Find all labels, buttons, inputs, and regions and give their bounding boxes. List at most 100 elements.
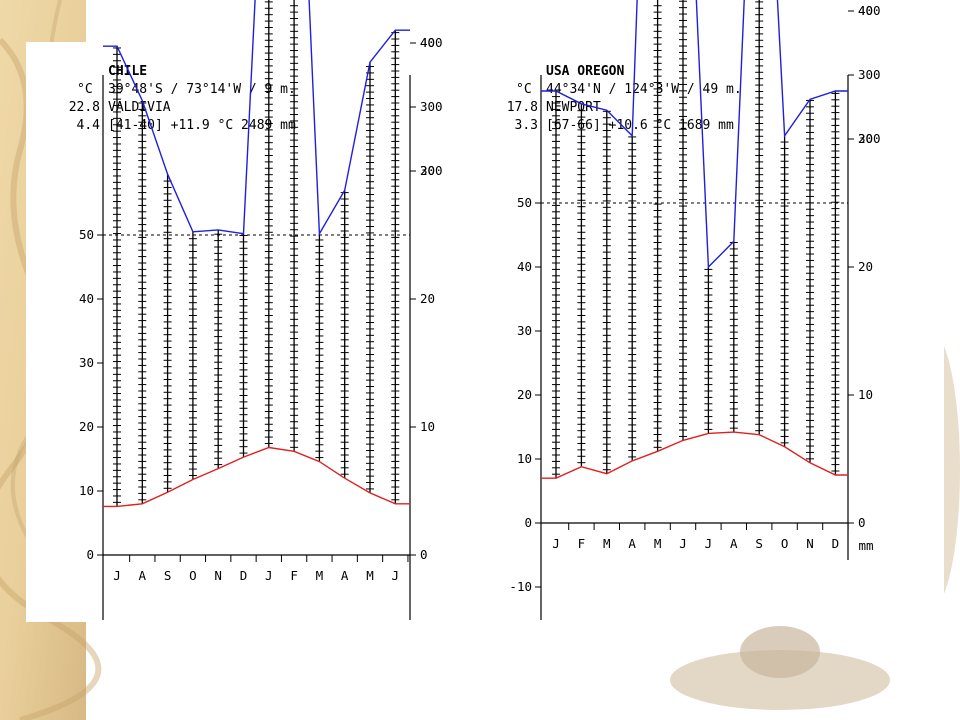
- month-label: O: [781, 536, 789, 551]
- left-tick-label: 50: [79, 227, 94, 242]
- month-label: M: [316, 568, 324, 583]
- right-tick-label: 200: [420, 163, 443, 178]
- right-tick-label: 400: [858, 3, 881, 18]
- temp-max-label: 22.8: [69, 100, 100, 115]
- left-tick-label: 40: [79, 291, 94, 306]
- chart-title: CHILE: [108, 64, 147, 79]
- precip-bar: [577, 103, 586, 467]
- month-label: M: [603, 536, 611, 551]
- precip-bar: [679, 0, 687, 441]
- precip-bar: [214, 229, 223, 469]
- precip-bar: [366, 62, 374, 493]
- month-label: J: [552, 536, 560, 551]
- left-tick-label: 10: [79, 483, 94, 498]
- precip-bar: [653, 0, 662, 452]
- month-label: J: [392, 568, 400, 583]
- left-tick-label: 0: [86, 547, 94, 562]
- right-tick-label: 30: [420, 163, 435, 178]
- month-label: F: [290, 568, 298, 583]
- right-tick-label: 0: [420, 547, 428, 562]
- precip-bar: [704, 267, 713, 434]
- month-label: J: [113, 568, 121, 583]
- month-label: N: [806, 536, 814, 551]
- month-label: A: [730, 536, 738, 551]
- right-tick-label: 10: [858, 387, 873, 402]
- period-summary: [67-66] +10.6 °C 1689 mm: [546, 118, 734, 133]
- precipitation-line: [541, 0, 848, 269]
- month-label: M: [366, 568, 374, 583]
- left-tick-label: -10: [509, 579, 532, 594]
- right-tick-label: 40: [858, 3, 873, 18]
- precip-bar: [113, 46, 121, 507]
- station-coordinates: 44°34'N / 124°3'W / 49 m.: [546, 82, 742, 97]
- precip-bar: [290, 0, 299, 452]
- month-label: F: [578, 536, 586, 551]
- precip-bar: [755, 0, 764, 435]
- precip-bar: [391, 30, 400, 504]
- precip-unit-label: mm: [858, 538, 873, 553]
- right-tick-label: 30: [858, 131, 873, 146]
- precip-bar: [264, 0, 273, 448]
- precip-bar: [602, 110, 611, 474]
- pedestal-decoration: [670, 650, 890, 710]
- precip-bar: [729, 241, 738, 433]
- chart-title: USA OREGON: [546, 64, 624, 79]
- temperature-line: [541, 431, 848, 479]
- right-tick-label: 10: [420, 419, 435, 434]
- period-summary: [41-40] +11.9 °C 2489 mm: [108, 118, 296, 133]
- precip-bar: [831, 91, 840, 475]
- precipitation-line: [103, 0, 410, 237]
- temp-min-label: 3.3: [515, 118, 538, 133]
- precip-bar: [188, 231, 197, 480]
- left-tick-label: 0: [524, 515, 532, 530]
- station-name: VALDIVIA: [108, 100, 171, 115]
- right-tick-label: 400: [420, 35, 443, 50]
- station-name: NEWPORT: [546, 100, 601, 115]
- chile-climate-chart: CHILE °C 39°48'S / 73°14'W / 9 m. 22.8 V…: [69, 0, 443, 620]
- temp-unit-label: °C: [77, 82, 93, 97]
- precip-bar: [163, 174, 172, 493]
- month-label: S: [755, 536, 763, 551]
- left-tick-label: 20: [517, 387, 532, 402]
- month-label: M: [654, 536, 662, 551]
- left-tick-label: 40: [517, 259, 532, 274]
- left-tick-label: 10: [517, 451, 532, 466]
- temp-unit-label: °C: [516, 82, 532, 97]
- precip-bar: [628, 135, 637, 461]
- precip-bar: [239, 233, 248, 458]
- right-tick-label: 200: [858, 131, 881, 146]
- temperature-line: [103, 446, 410, 508]
- month-label: J: [679, 536, 687, 551]
- temp-max-label: 17.8: [507, 100, 538, 115]
- month-label: O: [189, 568, 197, 583]
- month-label: A: [628, 536, 636, 551]
- precip-bar: [780, 135, 789, 447]
- precip-bar: [340, 190, 349, 479]
- month-label: J: [265, 568, 273, 583]
- oregon-climate-chart: USA OREGON °C 44°34'N / 124°3'W / 49 m. …: [507, 0, 881, 620]
- precip-bar: [806, 99, 814, 463]
- right-tick-label: 20: [858, 259, 873, 274]
- precip-bar: [552, 91, 560, 479]
- precip-bar: [138, 100, 147, 504]
- right-tick-label: 20: [420, 291, 435, 306]
- left-tick-label: 20: [79, 419, 94, 434]
- month-label: S: [164, 568, 172, 583]
- right-tick-label: 300: [858, 67, 881, 82]
- left-tick-label: 30: [79, 355, 94, 370]
- left-tick-label: 50: [517, 195, 532, 210]
- precip-bar: [315, 233, 324, 462]
- month-label: J: [705, 536, 713, 551]
- month-label: D: [240, 568, 248, 583]
- left-tick-label: 30: [517, 323, 532, 338]
- station-coordinates: 39°48'S / 73°14'W / 9 m.: [108, 82, 296, 97]
- right-tick-label: 40: [420, 35, 435, 50]
- right-tick-label: 0: [858, 515, 866, 530]
- right-tick-label: 300: [420, 99, 443, 114]
- month-label: A: [341, 568, 349, 583]
- month-label: A: [139, 568, 147, 583]
- chart-panel: [26, 42, 944, 622]
- month-label: D: [832, 536, 840, 551]
- month-label: N: [214, 568, 222, 583]
